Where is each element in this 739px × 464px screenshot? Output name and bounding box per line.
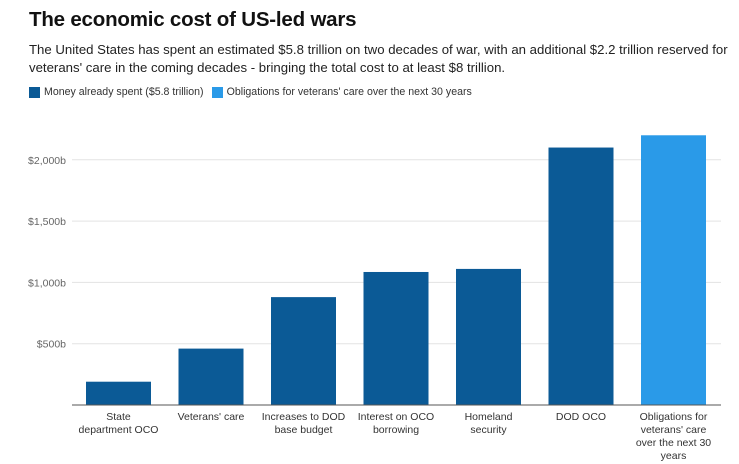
legend-label-money-spent: Money already spent ($5.8 trillion)	[44, 86, 204, 98]
bar	[641, 135, 706, 405]
legend-swatch-money-spent	[29, 86, 40, 98]
legend: Money already spent ($5.8 trillion) Obli…	[29, 86, 480, 98]
x-category-label: Interest on OCO borrowing	[358, 411, 434, 436]
x-category-label-line: Veterans' care	[178, 411, 245, 423]
x-category-label-line: borrowing	[373, 424, 419, 436]
x-category-label: Homeland security	[465, 411, 513, 436]
chart-subtitle: The United States has spent an estimated…	[29, 42, 728, 75]
x-category-label: Obligations for veterans' care over the ne…	[636, 411, 711, 462]
chart-title: The economic cost of US-led wars	[29, 8, 357, 31]
x-category-label: State department OCO	[79, 411, 159, 436]
bar	[456, 268, 521, 405]
x-category-label-line: Increases to DOD	[262, 411, 346, 423]
bar	[178, 348, 244, 405]
x-category-label: Veterans' care	[178, 411, 245, 423]
legend-item-veterans-obligations: Obligations for veterans' care over the …	[211, 86, 472, 98]
x-category-label-line: Homeland	[465, 411, 513, 423]
bar	[363, 271, 429, 405]
bar	[271, 297, 336, 405]
legend-label-veterans-obligations: Obligations for veterans' care over the …	[226, 86, 472, 98]
y-tick-label: $1,000b	[28, 277, 66, 289]
x-category-label-line: State	[106, 411, 131, 423]
y-tick-label: $1,500b	[28, 216, 66, 228]
x-category-label-line: years	[661, 450, 687, 462]
x-category-label-line: Interest on OCO	[358, 411, 434, 423]
x-category-label: DOD OCO	[556, 411, 606, 423]
x-category-label: Increases to DOD base budget	[262, 411, 346, 436]
bar	[86, 381, 151, 405]
x-category-label-line: base budget	[275, 424, 333, 436]
bar	[548, 147, 614, 406]
y-tick-label: $500b	[37, 339, 66, 351]
x-category-label-line: security	[470, 424, 507, 436]
legend-swatch-veterans-obligations	[211, 86, 223, 98]
legend-item-money-spent: Money already spent ($5.8 trillion)	[29, 86, 204, 98]
x-category-label-line: veterans' care	[641, 424, 707, 436]
x-category-label-line: Obligations for	[640, 411, 708, 423]
y-tick-label: $2,000b	[28, 155, 66, 167]
x-category-label-line: department OCO	[79, 424, 159, 436]
x-category-label-line: DOD OCO	[556, 411, 606, 423]
x-category-label-line: over the next 30	[636, 437, 711, 449]
